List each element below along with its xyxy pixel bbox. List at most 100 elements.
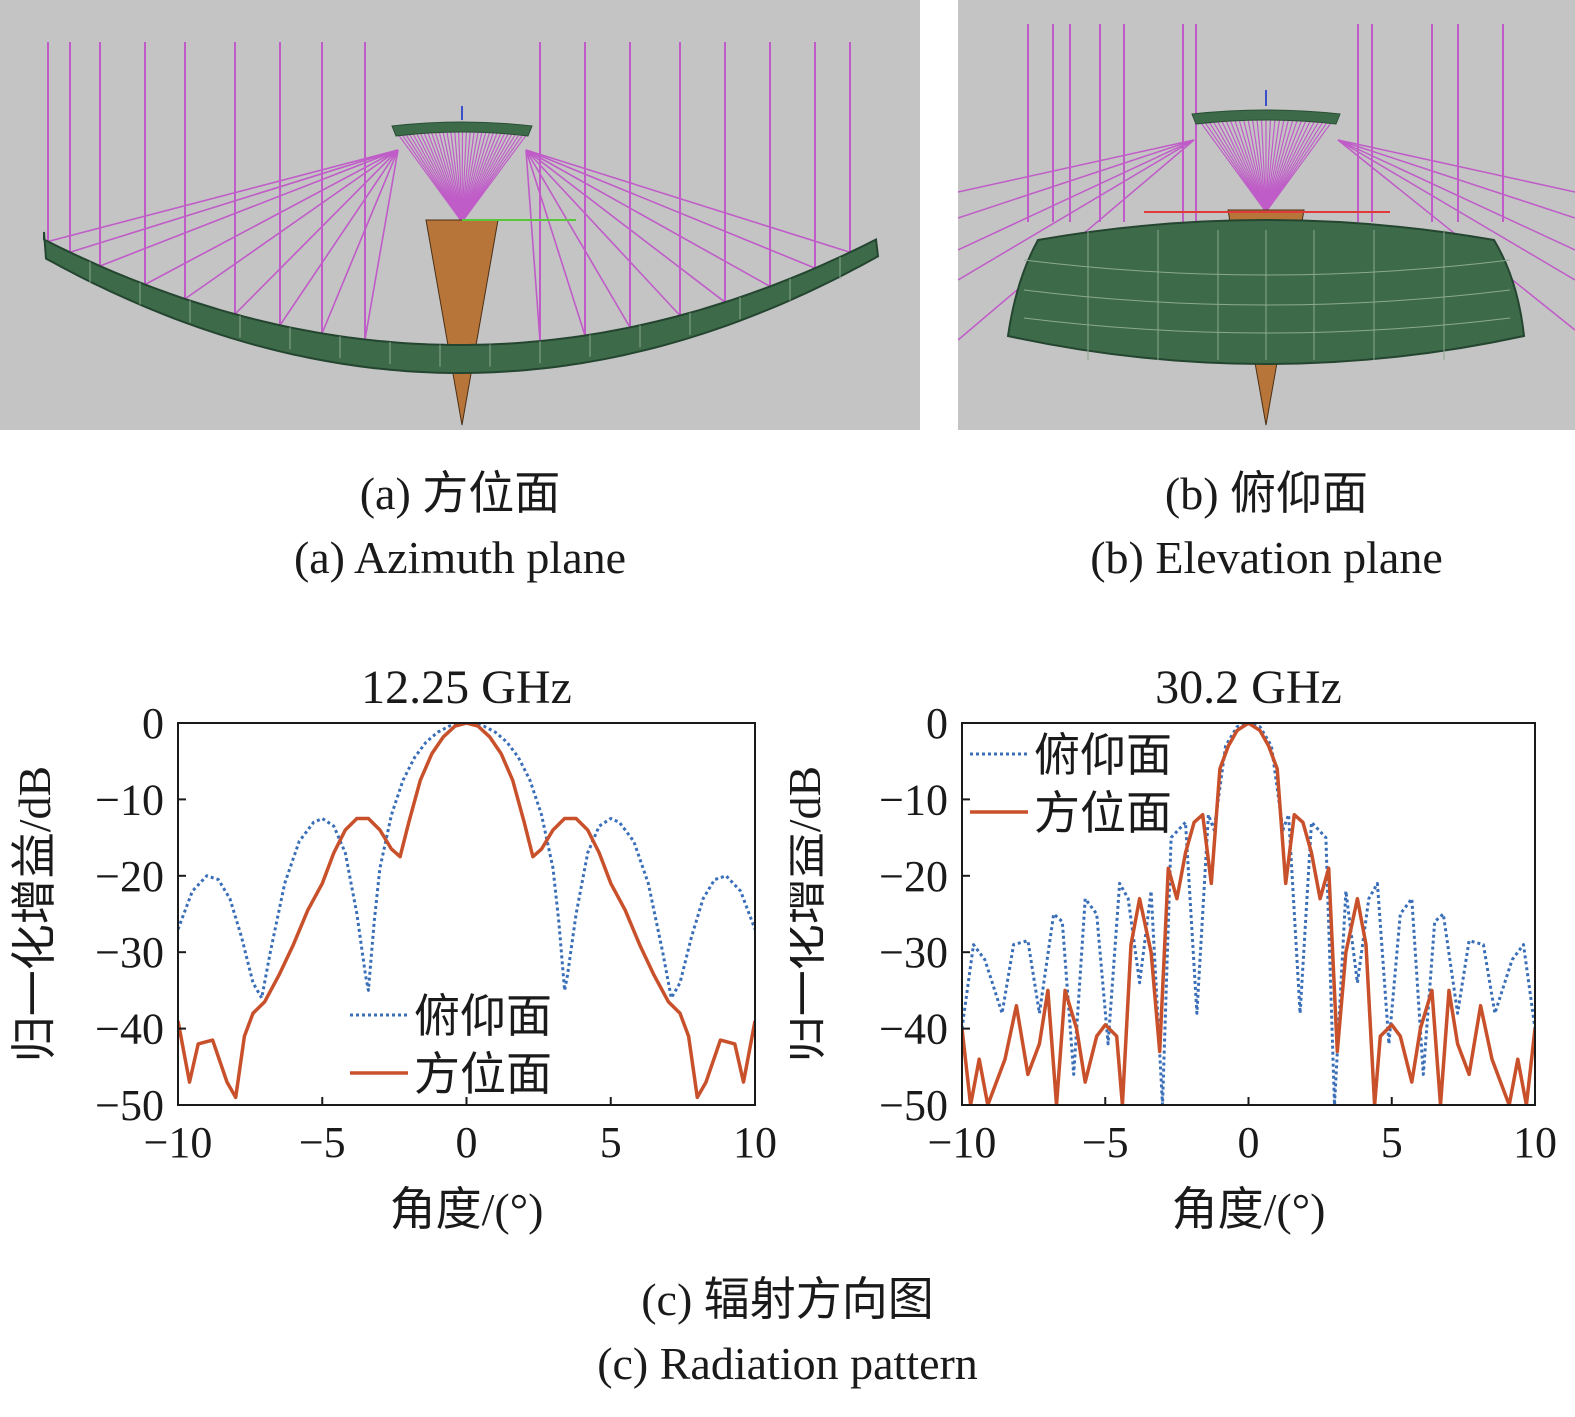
reflected-ray (525, 149, 541, 342)
subreflector-ray (1195, 115, 1267, 213)
reflected-ray (99, 149, 399, 267)
reflected-ray (234, 149, 399, 315)
subreflector-ray (1242, 115, 1267, 213)
x-tick-label: 10 (733, 1118, 777, 1167)
subreflector-ray (461, 129, 479, 223)
x-tick-label: 0 (456, 1118, 478, 1167)
subreflector-ray (1265, 115, 1295, 213)
reflected-ray (364, 149, 399, 340)
series-azimuth-line (178, 723, 755, 1100)
subreflector-ray (461, 129, 491, 223)
subreflector-ray (1251, 115, 1267, 213)
reflected-ray (525, 149, 631, 328)
series-elevation-line (178, 723, 755, 1000)
series-elevation-line (962, 723, 1535, 1105)
plot-frame (177, 722, 756, 1106)
reflected-ray (525, 149, 681, 317)
series-azimuth-line (962, 723, 1535, 1105)
reflected-ray (525, 149, 726, 303)
reflected-ray (1337, 139, 1575, 251)
reflected-ray (525, 149, 851, 254)
x-tick-label: 10 (1513, 1118, 1557, 1167)
x-tick-label: −10 (928, 1118, 997, 1167)
subreflector-ray (461, 129, 531, 223)
y-tick-label: −20 (95, 852, 164, 901)
subreflector-ray (418, 129, 463, 223)
x-tick-label: −10 (144, 1118, 213, 1167)
mesh-line (1023, 289, 1511, 306)
x-tick-label: 0 (1238, 1118, 1260, 1167)
caption-panel-c: (c) 辐射方向图 (c) Radiation pattern (0, 1268, 1575, 1396)
chart-30ghz: 30.2 GHz−10 −5 0 5 100−10−20−30−40−50角度/(°)归… (790, 661, 1557, 1235)
azimuth-plane-drawing (43, 42, 880, 426)
y-tick-label: 0 (142, 699, 164, 748)
legend-label: 俯仰面 (414, 991, 552, 1042)
subreflector-ray (453, 129, 463, 223)
reflected-ray (47, 149, 399, 243)
y-tick-label: −50 (879, 1081, 948, 1130)
caption-a-english: (a) Azimuth plane (293, 532, 627, 583)
mesh-line (1023, 259, 1511, 276)
subreflector-ray (1265, 115, 1300, 213)
subreflector-ray (1223, 115, 1267, 213)
subreflector (391, 121, 533, 137)
reflected-ray (958, 139, 1195, 219)
x-tick-label: 5 (600, 1118, 622, 1167)
subreflector-ray (430, 129, 463, 223)
caption-b-chinese: (b) 俯仰面 (1164, 468, 1369, 519)
subreflector-ray (461, 129, 476, 223)
y-tick-label: −40 (95, 1005, 164, 1054)
y-tick-label: −10 (95, 775, 164, 824)
caption-c-english: (c) Radiation pattern (597, 1338, 978, 1389)
feed-horn (425, 219, 499, 426)
subreflector-ray (461, 129, 499, 223)
subreflector-ray (434, 129, 463, 223)
subreflector-ray (1228, 115, 1267, 213)
y-tick-label: −30 (95, 928, 164, 977)
caption-b-english: (b) Elevation plane (1090, 532, 1443, 583)
reflected-ray (958, 139, 1195, 281)
legend-label: 方位面 (414, 1049, 552, 1100)
chart-12ghz: 12.25 GHz−10 −5 0 5 100−10−20−30−40−50角度/(°)… (9, 661, 777, 1235)
reflected-ray (525, 149, 586, 336)
elevation-plane-drawing (958, 24, 1575, 426)
subreflector-ray (1265, 115, 1272, 213)
subreflector-ray (461, 129, 495, 223)
subreflector-ray (1265, 115, 1318, 213)
y-tick-label: −40 (879, 1005, 948, 1054)
azimuth-plane-view (0, 0, 920, 430)
legend-label: 方位面 (1034, 788, 1172, 839)
subreflector-ray (1265, 115, 1314, 213)
x-tick-label: −5 (299, 1118, 346, 1167)
y-tick-label: −50 (95, 1081, 164, 1130)
subreflector-ray (1265, 115, 1290, 213)
subreflector-ray (1265, 115, 1323, 213)
subreflector-ray (1265, 115, 1332, 213)
subreflector-ray (461, 129, 483, 223)
reflected-ray (1337, 139, 1575, 219)
subreflector-ray (461, 129, 487, 223)
subreflector-ray (1265, 115, 1304, 213)
reflected-ray (1337, 139, 1575, 281)
subreflector-ray (1218, 115, 1267, 213)
reflected-ray (525, 149, 771, 288)
subreflector (1191, 109, 1341, 125)
subreflector-ray (1209, 115, 1267, 213)
reflected-ray (321, 149, 399, 334)
subreflector-ray (1246, 115, 1267, 213)
caption-c-chinese: (c) 辐射方向图 (641, 1274, 934, 1325)
chart-title: 30.2 GHz (1155, 661, 1342, 714)
reflected-ray (279, 149, 399, 326)
x-tick-label: 5 (1381, 1118, 1403, 1167)
subreflector-ray (461, 129, 468, 223)
subreflector-ray (1200, 115, 1267, 213)
caption-panel-b: (b) 俯仰面 (b) Elevation plane (958, 462, 1575, 590)
main-reflector (43, 231, 880, 374)
subreflector-ray (1265, 115, 1309, 213)
subreflector-ray (438, 129, 463, 223)
subreflector-ray (1265, 115, 1281, 213)
caption-panel-a: (a) 方位面 (a) Azimuth plane (0, 462, 920, 590)
subreflector-ray (426, 129, 463, 223)
